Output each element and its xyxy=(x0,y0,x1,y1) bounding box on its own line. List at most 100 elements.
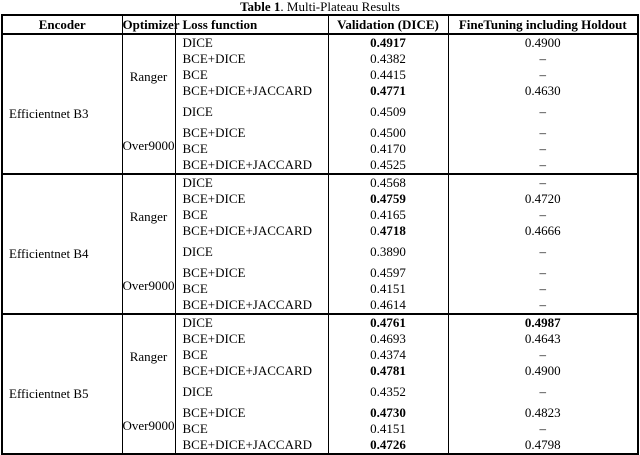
validation-value-prefix: 0. xyxy=(370,223,380,238)
loss-cell: DICE xyxy=(175,174,329,191)
finetuning-cell: – xyxy=(539,207,547,222)
finetuning-cell: – xyxy=(539,421,547,436)
loss-cell: BCE xyxy=(175,207,329,223)
loss-cell: BCE xyxy=(175,347,329,363)
table-row: BCE+DICE+JACCARD 0.4525 – xyxy=(2,157,638,174)
table-row: BCE+DICE+JACCARD 0.4781 0.4900 xyxy=(2,363,638,379)
validation-cell: 0.4693 xyxy=(328,331,449,347)
table-row: Efficientnet B3 Ranger DICE 0.4917 0.490… xyxy=(2,34,638,174)
finetuning-cell: 0.4630 xyxy=(524,83,561,98)
validation-cell: 0.4165 xyxy=(328,207,449,223)
finetuning-cell: – xyxy=(539,265,547,280)
column-header-finetuning: FineTuning including Holdout xyxy=(448,15,638,35)
encoder-cell: Efficientnet B5 xyxy=(2,314,123,454)
finetuning-cell: – xyxy=(539,157,547,172)
finetuning-cell: 0.4666 xyxy=(524,223,561,238)
optimizer-cell: Ranger xyxy=(122,174,176,239)
encoder-block-b3: Efficientnet B3 Ranger DICE 0.4917 0.490… xyxy=(2,34,638,174)
loss-cell: BCE xyxy=(175,67,329,83)
column-header-loss-function: Loss function xyxy=(175,15,329,35)
finetuning-cell: 0.4900 xyxy=(524,363,561,378)
validation-cell: 0.4718 xyxy=(328,223,449,239)
encoder-cell: Efficientnet B4 xyxy=(2,174,123,314)
table-row: BCE+DICE 0.4500 – xyxy=(2,125,638,141)
column-header-optimizer: Optimizer xyxy=(122,15,180,35)
caption-title: . Multi-Plateau Results xyxy=(280,0,400,14)
validation-cell: 0.4568 xyxy=(328,174,449,191)
validation-cell: 0.4761 xyxy=(328,314,449,331)
loss-cell: BCE xyxy=(175,281,329,297)
table-row: BCE 0.4170 – xyxy=(2,141,638,157)
header-row: Encoder Optimizer Loss function Validati… xyxy=(2,15,638,35)
loss-cell: BCE+DICE xyxy=(175,51,329,67)
finetuning-cell: – xyxy=(539,141,547,156)
finetuning-cell: – xyxy=(539,51,547,66)
table-row: BCE+DICE+JACCARD 0.4718 0.4666 xyxy=(2,223,638,239)
encoder-block-b5: Efficientnet B5 Ranger DICE 0.4761 0.498… xyxy=(2,314,638,454)
table-row: BCE+DICE 0.4759 0.4720 xyxy=(2,191,638,207)
table-row: BCE 0.4415 – xyxy=(2,67,638,83)
results-table: Encoder Optimizer Loss function Validati… xyxy=(1,14,639,455)
table-row: Efficientnet B5 Ranger DICE 0.4761 0.498… xyxy=(2,314,638,454)
column-header-encoder: Encoder xyxy=(2,15,123,35)
optimizer-cell: Ranger xyxy=(122,34,176,99)
finetuning-cell: – xyxy=(539,347,547,362)
loss-cell: BCE+DICE+JACCARD xyxy=(175,223,329,239)
table-row: BCE+DICE 0.4693 0.4643 xyxy=(2,331,638,347)
validation-cell: 0.4509 xyxy=(328,99,449,125)
validation-cell: 0.4759 xyxy=(328,191,449,207)
loss-cell: BCE+DICE xyxy=(175,265,329,281)
loss-cell: DICE xyxy=(175,239,329,265)
finetuning-cell: – xyxy=(539,125,547,140)
table-row: BCE 0.4165 – xyxy=(2,207,638,223)
optimizer-cell: Over9000 xyxy=(122,239,176,314)
validation-cell: 0.4170 xyxy=(328,141,449,157)
table-caption: Table 1. Multi-Plateau Results xyxy=(0,0,640,14)
table-row: Over9000 DICE 0.4352 – xyxy=(2,379,638,454)
table-row: BCE 0.4151 – xyxy=(2,281,638,297)
loss-cell: DICE xyxy=(175,99,329,125)
validation-cell: 0.4525 xyxy=(328,157,449,174)
validation-cell: 0.4597 xyxy=(328,265,449,281)
finetuning-cell: 0.4987 xyxy=(524,315,561,330)
table-row: BCE+DICE+JACCARD 0.4726 0.4798 xyxy=(2,437,638,454)
optimizer-cell: Ranger xyxy=(122,314,176,379)
loss-cell: BCE+DICE xyxy=(175,191,329,207)
loss-cell: BCE+DICE xyxy=(175,405,329,421)
loss-cell: BCE xyxy=(175,421,329,437)
table-row: Over9000 DICE 0.4509 – xyxy=(2,99,638,174)
table-row: BCE+DICE 0.4730 0.4823 xyxy=(2,405,638,421)
table-row: BCE+DICE+JACCARD 0.4614 – xyxy=(2,297,638,314)
finetuning-cell: – xyxy=(539,281,547,296)
validation-cell: 0.4500 xyxy=(328,125,449,141)
table-row: BCE 0.4151 – xyxy=(2,421,638,437)
finetuning-cell: – xyxy=(539,297,547,312)
table-row: BCE+DICE 0.4382 – xyxy=(2,51,638,67)
finetuning-cell: – xyxy=(539,67,547,82)
finetuning-cell: 0.4720 xyxy=(524,191,561,206)
loss-cell: BCE+DICE+JACCARD xyxy=(175,157,329,174)
loss-cell: BCE+DICE+JACCARD xyxy=(175,297,329,314)
loss-cell: BCE+DICE xyxy=(175,331,329,347)
table-row: BCE+DICE 0.4597 – xyxy=(2,265,638,281)
optimizer-cell: Over9000 xyxy=(122,99,176,174)
loss-cell: DICE xyxy=(175,34,329,51)
loss-cell: BCE+DICE+JACCARD xyxy=(175,83,329,99)
validation-value-bold: 4718 xyxy=(379,223,406,238)
validation-cell: 0.4917 xyxy=(328,34,449,51)
loss-cell: BCE xyxy=(175,141,329,157)
finetuning-cell: 0.4900 xyxy=(524,35,561,50)
encoder-block-b4: Efficientnet B4 Ranger DICE 0.4568 – BCE… xyxy=(2,174,638,314)
validation-cell: 0.4730 xyxy=(328,405,449,421)
loss-cell: DICE xyxy=(175,314,329,331)
optimizer-cell: Over9000 xyxy=(122,379,176,454)
table-row: BCE 0.4374 – xyxy=(2,347,638,363)
finetuning-cell: – xyxy=(539,244,547,259)
finetuning-cell: 0.4823 xyxy=(524,405,561,420)
loss-cell: DICE xyxy=(175,379,329,405)
table-row: Efficientnet B4 Ranger DICE 0.4568 – xyxy=(2,174,638,314)
finetuning-cell: – xyxy=(539,104,547,119)
column-header-validation: Validation (DICE) xyxy=(328,15,449,35)
table-row: Over9000 DICE 0.3890 – xyxy=(2,239,638,314)
loss-cell: BCE+DICE xyxy=(175,125,329,141)
